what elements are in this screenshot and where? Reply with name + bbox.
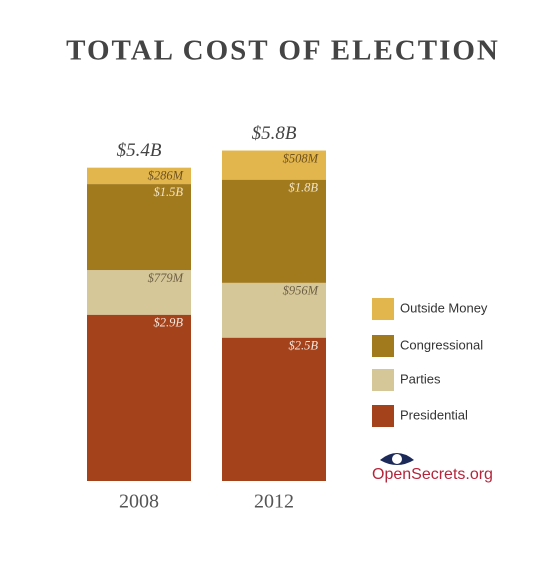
bar-segment [222,337,326,481]
bar-segment [222,150,326,180]
segment-label: $508M [283,151,319,165]
segment-label: $2.5B [288,339,318,353]
legend-swatch [372,405,394,427]
bar-segment [87,184,191,271]
chart-title: TOTAL COST OF ELECTION [66,35,500,67]
x-tick-label: 2012 [254,491,294,513]
bar-segment [87,167,191,185]
segment-label: $286M [148,169,184,183]
logo-pupil [392,454,402,464]
source-label: OpenSecrets.org [372,466,493,483]
x-tick-label: 2008 [119,491,159,513]
segment-label: $1.8B [288,181,318,195]
segment-label: $2.9B [153,316,183,330]
legend-swatch [372,335,394,357]
bar-segment [222,282,326,338]
legend-swatch [372,298,394,320]
source-logo [380,453,414,465]
legend-label: Congressional [400,337,483,352]
total-label: $5.8B [252,123,297,144]
segment-label: $779M [148,271,184,285]
bar-segment [87,270,191,315]
legend-label: Parties [400,371,441,386]
bar-segment [87,314,191,481]
legend-label: Outside Money [400,300,488,315]
legend-label: Presidential [400,407,468,422]
segment-label: $956M [283,284,319,298]
segment-label: $1.5B [153,185,183,199]
legend-swatch [372,369,394,391]
total-label: $5.4B [117,140,162,161]
bar-segment [222,179,326,283]
